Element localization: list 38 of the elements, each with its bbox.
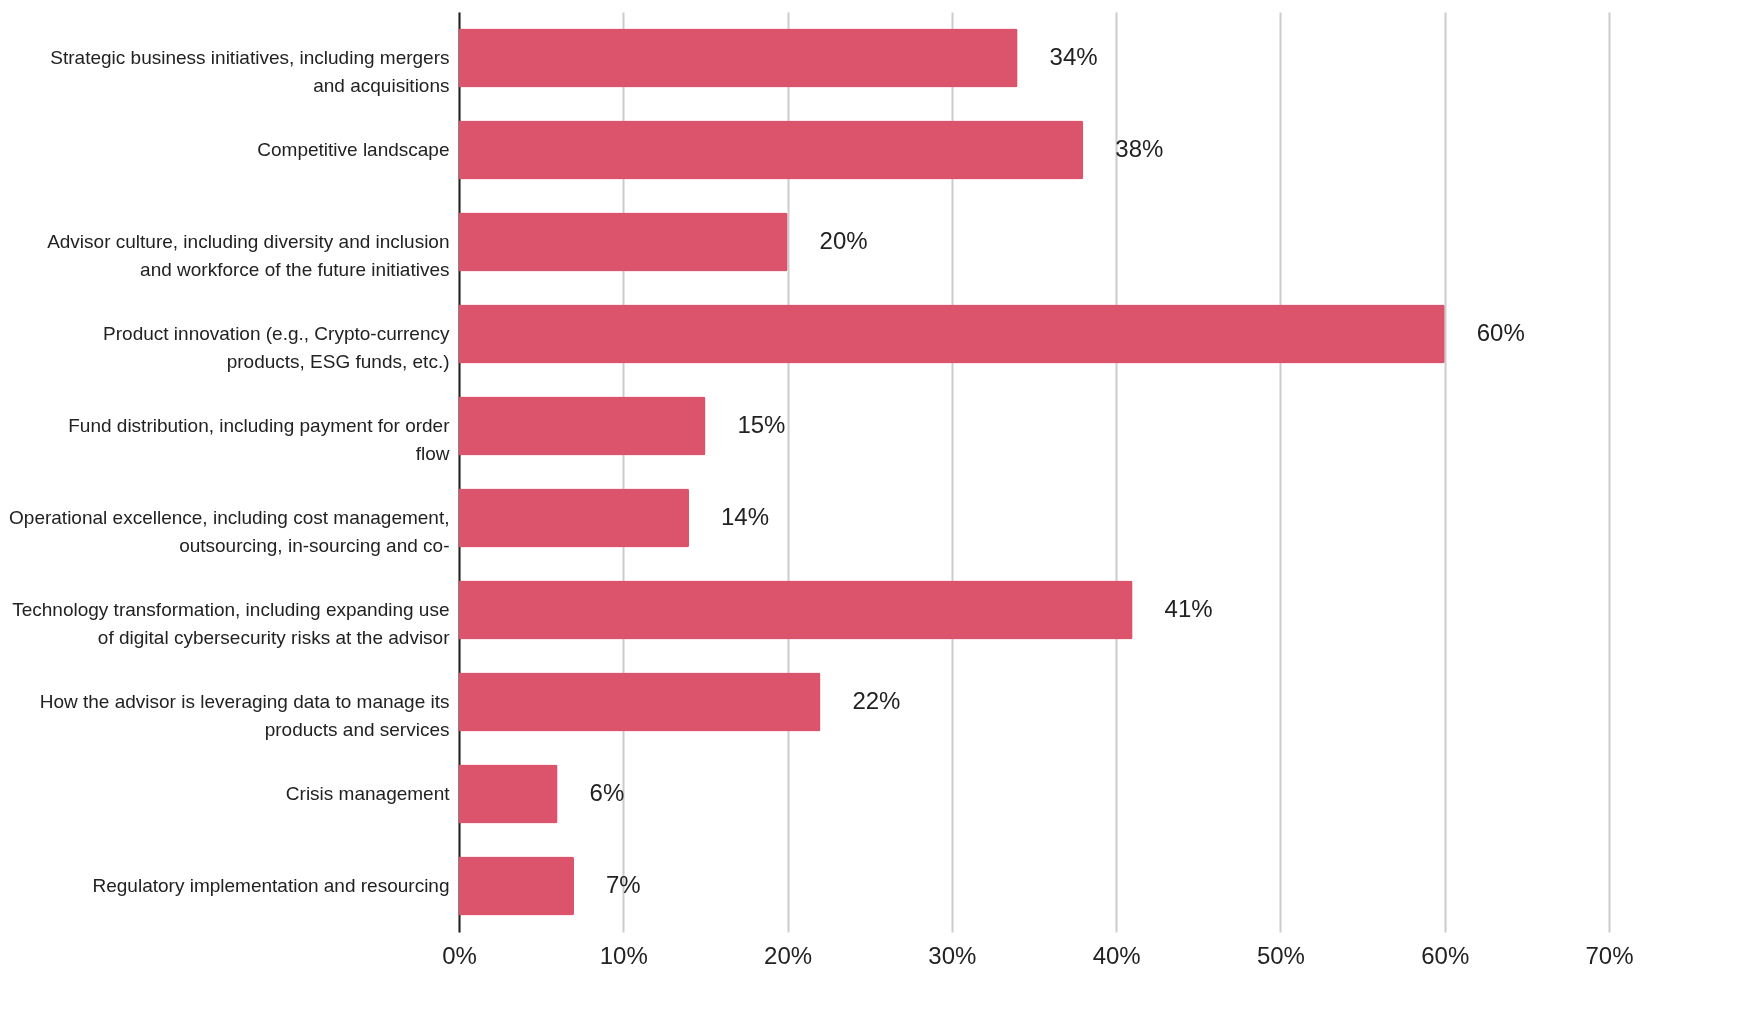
bar — [459, 28, 1018, 88]
y-tick-label: How the advisor is leveraging data to manage its products and services — [39, 691, 450, 740]
y-tick-label: Advisor culture, including diversity and inclusion and workforce of the future initiatives — [47, 231, 450, 280]
bar — [459, 304, 1445, 364]
x-tick-label: 30% — [928, 941, 977, 969]
data-label: 20% — [819, 227, 868, 254]
y-tick-label: Fund distribution, including payment for order flow — [68, 415, 451, 464]
bar — [459, 764, 558, 824]
data-label: 7% — [606, 871, 641, 898]
y-tick-label: Operational excellence, including cost management, outsourcing, in-sourcing and co- — [9, 507, 450, 556]
x-tick-label: 10% — [599, 941, 648, 969]
data-label: 14% — [721, 503, 770, 530]
y-tick-label: Crisis management — [285, 783, 451, 804]
x-tick-label: 0% — [442, 941, 477, 969]
x-tick-label: 40% — [1092, 941, 1141, 969]
x-tick-label: 50% — [1256, 941, 1305, 969]
x-tick-label: 20% — [764, 941, 813, 969]
x-tick-label: 60% — [1421, 941, 1470, 969]
data-label: 34% — [1049, 43, 1098, 70]
y-tick-label: Regulatory implementation and resourcing — [92, 875, 450, 896]
bar — [459, 856, 574, 916]
bar — [459, 672, 821, 732]
bar — [459, 396, 706, 456]
x-tick-label: 70% — [1585, 941, 1634, 969]
bar — [459, 488, 689, 548]
y-tick-label: Technology transformation, including expanding use of digital cybersecurity risks at the advisor — [12, 599, 451, 648]
y-tick-label: Competitive landscape — [257, 139, 450, 160]
data-label: 60% — [1476, 319, 1525, 346]
bar — [459, 212, 788, 272]
data-label: 15% — [737, 411, 786, 438]
data-label: 38% — [1115, 135, 1164, 162]
data-label: 6% — [589, 779, 625, 806]
bar — [459, 120, 1084, 180]
y-tick-label: Product innovation (e.g., Crypto-currency products, ESG funds, etc.) — [103, 323, 450, 372]
data-label: 22% — [852, 687, 901, 714]
data-label: 41% — [1164, 595, 1213, 622]
y-tick-label: Strategic business initiatives, including mergers and acquisitions — [50, 47, 450, 96]
bar — [459, 580, 1133, 640]
